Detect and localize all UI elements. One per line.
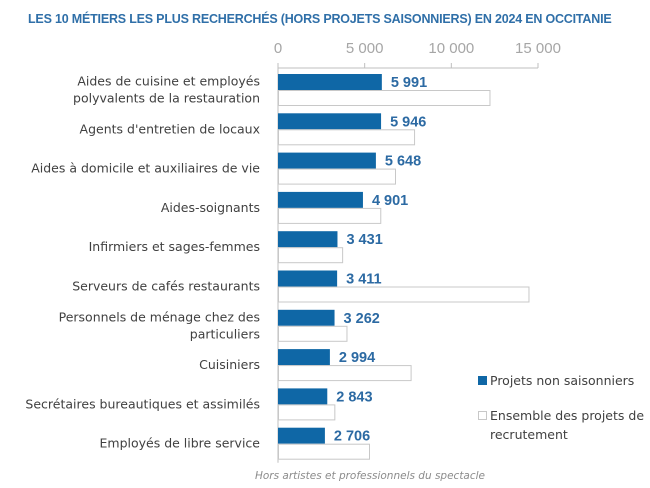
- bar-group: 5 648: [278, 152, 421, 185]
- x-tick-label: 10 000: [428, 40, 474, 57]
- bar-group: 4 901: [278, 191, 408, 224]
- bar-projets-non-saisonniers: [278, 309, 335, 326]
- bar-projets-non-saisonniers: [278, 388, 328, 405]
- bar-group: 3 431: [278, 231, 383, 264]
- bar-ensemble-projets: [278, 404, 336, 421]
- chart-title: LES 10 MÉTIERS LES PLUS RECHERCHÉS (HORS…: [28, 12, 612, 26]
- category-label: Aides à domicile et auxiliaires de vie: [31, 161, 260, 176]
- bar-projets-non-saisonniers: [278, 74, 382, 90]
- bar-projets-non-saisonniers: [278, 113, 382, 130]
- bar-projets-non-saisonniers: [278, 427, 325, 444]
- bar-group: 3 262: [278, 309, 380, 342]
- bar-ensemble-projets: [278, 325, 348, 342]
- x-tick-label: 0: [274, 40, 282, 57]
- bar-ensemble-projets: [278, 443, 370, 460]
- bar-group: 3 411: [278, 270, 530, 303]
- legend-label-ensemble-projets: Ensemble des projets de: [490, 408, 644, 423]
- bar-ensemble-projets: [278, 90, 491, 106]
- bar-ensemble-projets: [278, 168, 396, 185]
- x-tick-labels: 0 5 000 10 000 15 000: [274, 40, 561, 57]
- footnote: Hors artistes et professionnels du spect…: [255, 470, 485, 482]
- bar-projets-non-saisonniers: [278, 349, 330, 366]
- data-label: 5 991: [391, 75, 427, 91]
- bar-ensemble-projets: [278, 247, 344, 264]
- category-label: Aides-soignants: [161, 200, 260, 215]
- bar-projets-non-saisonniers: [278, 270, 338, 287]
- category-label: polyvalents de la restauration: [73, 91, 260, 106]
- bar-ensemble-projets: [278, 129, 416, 146]
- bar-group: 5 991: [278, 74, 491, 106]
- bar-group: 5 946: [278, 113, 426, 146]
- bar-ensemble-projets: [278, 207, 382, 224]
- category-label: Infirmiers et sages-femmes: [89, 239, 260, 254]
- legend-swatch-projets-non-saisonniers: [478, 376, 487, 385]
- data-label: 4 901: [372, 193, 408, 209]
- bars: 5 991 5 946 5 648 4 901 3 431 3 411 3 262 2 994…: [278, 74, 530, 460]
- category-labels: Aides de cuisine et employés polyvalents …: [25, 74, 260, 451]
- bar-group: 2 994: [278, 349, 412, 382]
- category-label: Serveurs de cafés restaurants: [72, 279, 260, 294]
- bar-projets-non-saisonniers: [278, 191, 363, 208]
- legend-swatch-ensemble-projets: [478, 411, 487, 420]
- category-label: Secrétaires bureautiques et assimilés: [25, 396, 260, 411]
- bar-group: 2 843: [278, 388, 373, 421]
- data-label: 5 946: [390, 114, 426, 130]
- category-label: particuliers: [190, 326, 260, 341]
- category-label: Personnels de ménage chez des: [59, 309, 260, 324]
- data-label: 3 431: [346, 232, 382, 248]
- data-label: 5 648: [385, 154, 421, 170]
- legend: Projets non saisonniers Ensemble des proj…: [478, 373, 644, 442]
- category-label: Aides de cuisine et employés: [77, 74, 260, 89]
- data-label: 3 262: [344, 311, 380, 327]
- data-label: 2 706: [334, 429, 370, 445]
- data-label: 2 843: [336, 389, 372, 405]
- data-label: 2 994: [339, 350, 375, 366]
- bar-group: 2 706: [278, 427, 370, 460]
- bar-ensemble-projets: [278, 365, 412, 382]
- bar-projets-non-saisonniers: [278, 231, 338, 248]
- bar-ensemble-projets: [278, 286, 530, 303]
- category-label: Cuisiniers: [199, 357, 260, 372]
- x-tick-label: 5 000: [346, 40, 384, 57]
- x-tick-label: 15 000: [515, 40, 561, 57]
- category-label: Agents d'entretien de locaux: [80, 121, 260, 136]
- category-label: Employés de libre service: [100, 436, 261, 451]
- legend-label-projets-non-saisonniers: Projets non saisonniers: [490, 373, 634, 388]
- data-label: 3 411: [346, 272, 382, 288]
- legend-label-ensemble-projets: recrutement: [490, 427, 568, 442]
- bar-projets-non-saisonniers: [278, 152, 376, 169]
